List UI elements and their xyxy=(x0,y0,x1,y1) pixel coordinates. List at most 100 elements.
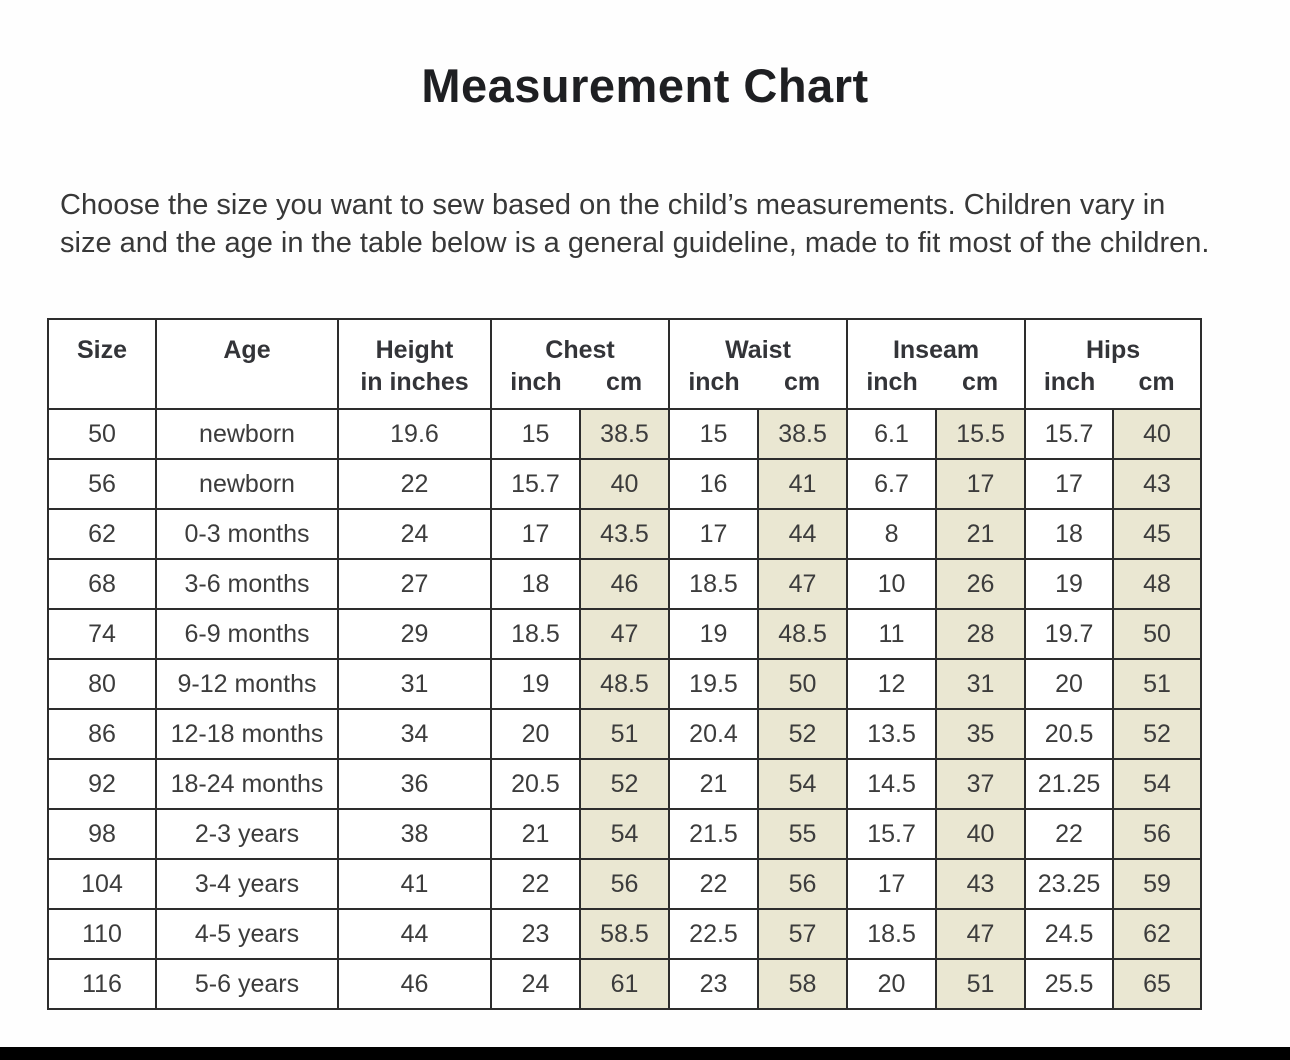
cell-height: 38 xyxy=(337,808,492,860)
waist-group-label: Waist xyxy=(725,336,791,364)
cell-hips-in: 15.7 xyxy=(1024,408,1115,460)
cell-inseam-in: 11 xyxy=(846,608,938,660)
cell-inseam-cm: 21 xyxy=(935,508,1027,560)
cell-chest-cm: 40 xyxy=(578,458,671,510)
cell-waist-in: 16 xyxy=(668,458,760,510)
chest-group-label: Chest xyxy=(545,336,615,364)
cell-height: 27 xyxy=(337,558,492,610)
page-title: Measurement Chart xyxy=(421,59,869,112)
inseam-inch-label: inch xyxy=(866,368,918,396)
table-row: 104 3-4 years 41 22 56 22 56 17 43 23.25 59 xyxy=(47,858,1203,910)
col-header-height-line2: in inches xyxy=(360,368,469,396)
cell-waist-in: 20.4 xyxy=(668,708,760,760)
col-header-inseam: Inseam inch cm xyxy=(846,318,1027,410)
cell-inseam-in: 10 xyxy=(846,558,938,610)
cell-hips-cm: 59 xyxy=(1112,858,1203,910)
cell-chest-in: 17 xyxy=(490,508,581,560)
table-row: 116 5-6 years 46 24 61 23 58 20 51 25.5 65 xyxy=(47,958,1203,1010)
cell-size: 68 xyxy=(47,558,157,610)
cell-age: 5-6 years xyxy=(155,958,339,1010)
cell-hips-in: 19 xyxy=(1024,558,1115,610)
hips-group-label: Hips xyxy=(1085,336,1141,364)
cell-inseam-cm: 17 xyxy=(935,458,1027,510)
cell-chest-cm: 43.5 xyxy=(578,508,671,560)
cell-waist-cm: 54 xyxy=(757,758,849,810)
cell-age: 3-4 years xyxy=(155,858,339,910)
cell-waist-cm: 55 xyxy=(757,808,849,860)
cell-waist-in: 21 xyxy=(668,758,760,810)
inseam-sub-labels: inch cm xyxy=(848,366,1024,398)
table-row: 74 6-9 months 29 18.5 47 19 48.5 11 28 19.7 50 xyxy=(47,608,1203,660)
cell-chest-in: 18 xyxy=(490,558,581,610)
cell-waist-in: 23 xyxy=(668,958,760,1010)
cell-age: 6-9 months xyxy=(155,608,339,660)
table-row: 110 4-5 years 44 23 58.5 22.5 57 18.5 47 24.5 62 xyxy=(47,908,1203,960)
table-row: 68 3-6 months 27 18 46 18.5 47 10 26 19 48 xyxy=(47,558,1203,610)
cell-chest-in: 19 xyxy=(490,658,581,710)
cell-hips-cm: 52 xyxy=(1112,708,1203,760)
cell-age: newborn xyxy=(155,408,339,460)
cell-size: 80 xyxy=(47,658,157,710)
cell-size: 74 xyxy=(47,608,157,660)
cell-waist-in: 18.5 xyxy=(668,558,760,610)
table-header: Size Age Height in inches Chest inch cm … xyxy=(47,318,1203,410)
chest-cm-label: cm xyxy=(605,368,643,396)
cell-hips-cm: 40 xyxy=(1112,408,1203,460)
cell-inseam-in: 13.5 xyxy=(846,708,938,760)
cell-waist-cm: 58 xyxy=(757,958,849,1010)
cell-waist-cm: 44 xyxy=(757,508,849,560)
cell-chest-cm: 47 xyxy=(578,608,671,660)
cell-height: 19.6 xyxy=(337,408,492,460)
cell-chest-in: 15 xyxy=(490,408,581,460)
cell-chest-cm: 61 xyxy=(578,958,671,1010)
cell-inseam-cm: 26 xyxy=(935,558,1027,610)
cell-waist-in: 19.5 xyxy=(668,658,760,710)
cell-chest-cm: 38.5 xyxy=(578,408,671,460)
measurement-table-body: 50 newborn 19.6 15 38.5 15 38.5 6.1 15.5 15.7 40 56… xyxy=(47,408,1203,1010)
intro-paragraph: Choose the size you want to sew based on… xyxy=(60,189,1210,259)
col-header-height: Height in inches xyxy=(337,318,492,410)
waist-inch-label: inch xyxy=(688,368,740,396)
waist-cm-label: cm xyxy=(783,368,821,396)
cell-waist-in: 22.5 xyxy=(668,908,760,960)
cell-height: 34 xyxy=(337,708,492,760)
cell-hips-cm: 54 xyxy=(1112,758,1203,810)
chest-inch-label: inch xyxy=(510,368,562,396)
col-header-size: Size xyxy=(47,318,157,410)
cell-inseam-in: 6.1 xyxy=(846,408,938,460)
hips-sub-labels: inch cm xyxy=(1026,366,1200,398)
cell-hips-in: 20.5 xyxy=(1024,708,1115,760)
hips-inch-label: inch xyxy=(1043,368,1096,396)
cell-chest-in: 24 xyxy=(490,958,581,1010)
measurement-table: Size Age Height in inches Chest inch cm … xyxy=(47,318,1203,1010)
cell-height: 36 xyxy=(337,758,492,810)
cell-hips-cm: 56 xyxy=(1112,808,1203,860)
cell-age: 3-6 months xyxy=(155,558,339,610)
cell-inseam-in: 18.5 xyxy=(846,908,938,960)
col-header-age: Age xyxy=(155,318,339,410)
waist-sub-labels: inch cm xyxy=(670,366,846,398)
cell-hips-cm: 48 xyxy=(1112,558,1203,610)
cell-inseam-cm: 15.5 xyxy=(935,408,1027,460)
cell-waist-in: 15 xyxy=(668,408,760,460)
chest-sub-labels: inch cm xyxy=(492,366,668,398)
col-header-waist: Waist inch cm xyxy=(668,318,849,410)
cell-chest-cm: 58.5 xyxy=(578,908,671,960)
cell-inseam-in: 6.7 xyxy=(846,458,938,510)
cell-chest-cm: 48.5 xyxy=(578,658,671,710)
cell-hips-cm: 43 xyxy=(1112,458,1203,510)
cell-waist-cm: 38.5 xyxy=(757,408,849,460)
cell-size: 98 xyxy=(47,808,157,860)
cell-inseam-in: 12 xyxy=(846,658,938,710)
col-header-chest: Chest inch cm xyxy=(489,318,671,410)
cell-hips-cm: 45 xyxy=(1112,508,1203,560)
col-header-height-line1: Height xyxy=(375,336,454,364)
cell-hips-in: 23.25 xyxy=(1024,858,1115,910)
cell-height: 44 xyxy=(337,908,492,960)
cell-chest-cm: 56 xyxy=(578,858,671,910)
cell-size: 86 xyxy=(47,708,157,760)
cell-waist-cm: 47 xyxy=(757,558,849,610)
cell-age: 0-3 months xyxy=(155,508,339,560)
cell-chest-in: 15.7 xyxy=(490,458,581,510)
cell-size: 50 xyxy=(47,408,157,460)
